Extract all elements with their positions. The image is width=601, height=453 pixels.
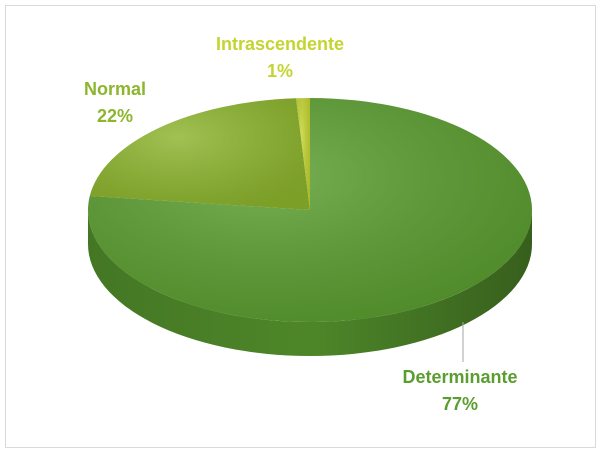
category-label: Normal [84,79,146,99]
slice-side-shade [88,210,532,356]
category-label: Intrascendente [216,34,344,54]
slice-shade [89,98,310,210]
slice-shade [87,98,533,322]
slice-shade [296,98,310,210]
value-label: 22% [97,106,133,126]
category-label: Determinante [402,367,517,387]
value-label: 1% [267,61,293,81]
value-label: 77% [442,394,478,414]
